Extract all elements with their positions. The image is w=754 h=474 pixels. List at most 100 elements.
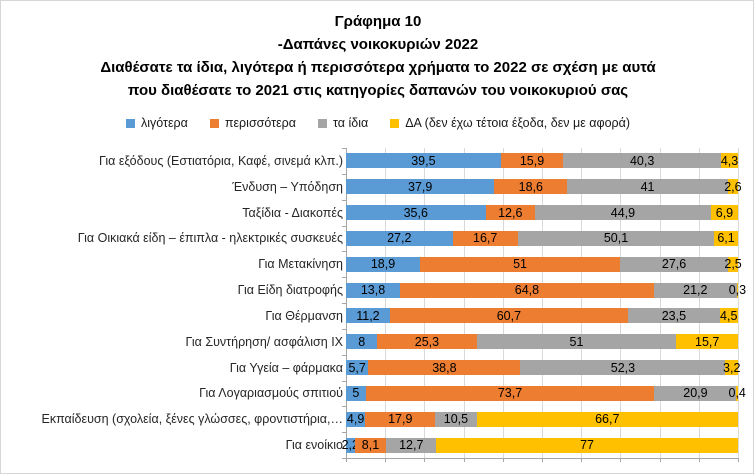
- category-axis-tick: [342, 354, 346, 356]
- category-axis-tick: [342, 458, 346, 459]
- bar-segment: 23,5: [627, 308, 720, 324]
- plot-area: 39,5 15,9 40,3 4,3 37,9 18,6 41 2,6 35,6 12,6 44,9…: [342, 148, 746, 462]
- bar-segment: 50,1: [517, 230, 715, 246]
- bar-segment: 60,7: [389, 308, 628, 324]
- stacked-bar: 11,2 60,7 23,5 4,5: [346, 308, 738, 324]
- bar-segment: 2,5: [724, 256, 742, 272]
- bar-value-label: 25,3: [414, 334, 440, 349]
- stacked-bar: 4,9 17,9 10,5 66,7: [346, 411, 738, 427]
- bar-value-label: 20,9: [683, 386, 708, 401]
- bar-value-label: 6,9: [715, 205, 734, 220]
- bar-value-label: 21,2: [683, 282, 708, 297]
- legend-item: περισσότερα: [209, 116, 296, 130]
- bar-row: 27,2 16,7 50,1 6,1: [346, 226, 738, 252]
- bar-value-label: 13,8: [360, 282, 386, 297]
- bar-segment: 12,7: [386, 437, 437, 453]
- bar-segment: 13,8: [346, 282, 401, 298]
- value-axis-tick: [502, 458, 504, 462]
- bar-value-label: 27,6: [661, 256, 687, 271]
- bar-value-label: 18,9: [370, 256, 396, 271]
- bar-segment: 77: [436, 437, 738, 453]
- bar-value-label: 39,5: [411, 153, 436, 168]
- bar-segment: 39,5: [346, 153, 501, 169]
- gridline: [542, 148, 543, 458]
- category-axis-tick: [342, 251, 346, 253]
- bar-segment: 51: [476, 334, 677, 350]
- bar-segment: 15,9: [500, 153, 564, 169]
- bar-value-label: 5,7: [348, 360, 366, 375]
- category-axis-tick: [342, 277, 346, 279]
- category-label: Ένδυση – Υπόδηση: [232, 179, 343, 194]
- bar-value-label: 66,7: [595, 411, 620, 426]
- stacked-bar: 37,9 18,6 41 2,6: [346, 179, 742, 195]
- bar-segment: 27,2: [346, 230, 453, 246]
- legend-item: τα ίδια: [318, 116, 368, 130]
- gridline: [463, 148, 465, 458]
- bar-value-label: 2,5: [724, 256, 742, 271]
- bar-value-label: 23,5: [661, 308, 687, 323]
- bar-value-label: 3,2: [723, 360, 741, 375]
- bar-value-label: 18,6: [518, 179, 544, 194]
- value-axis-tick: [620, 458, 622, 462]
- stacked-bar: 2,2 8,1 12,7 77: [342, 437, 738, 453]
- chart-title-line-1: Γράφημα 10: [334, 13, 422, 30]
- bar-segment: 5: [346, 385, 366, 401]
- bar-segment: 6,9: [710, 205, 738, 221]
- category-label: Εκπαίδευση (σχολεία, ξένες γλώσσες, φρον…: [41, 412, 344, 427]
- bar-row: 5 73,7 20,9 0,4: [346, 381, 746, 407]
- value-axis-tick: [424, 458, 426, 462]
- legend-swatch: [390, 118, 400, 128]
- gridline: [698, 148, 700, 458]
- bar-segment: 66,7: [476, 411, 738, 427]
- category-label: Για Συντήρηση/ ασφάλιση ΙΧ: [185, 334, 343, 349]
- stacked-bar: 13,8 64,8 21,2 0,3: [346, 282, 746, 298]
- bar-value-label: 40,3: [629, 153, 655, 168]
- category-axis-line: [346, 148, 347, 458]
- category-axis-tick: [342, 328, 346, 330]
- category-label: Ταξίδια - Διακοπές: [242, 205, 343, 220]
- bar-segment: 21,2: [653, 282, 737, 298]
- bar-segment: 5,7: [346, 360, 369, 376]
- bar-value-label: 44,9: [610, 205, 636, 220]
- bar-value-label: 5: [352, 386, 360, 401]
- category-label: Για ενοίκιο: [285, 438, 343, 453]
- bar-row: 5,7 38,8 52,3 3,2: [346, 355, 741, 381]
- bar-row: 2,2 8,1 12,7 77: [342, 432, 738, 458]
- bar-value-label: 60,7: [496, 308, 522, 323]
- bar-value-label: 6,1: [717, 231, 735, 246]
- bar-value-label: 64,8: [514, 282, 540, 297]
- value-axis-tick: [346, 458, 347, 462]
- category-axis: Για εξόδους (Εστιατόρια, Καφέ, σινεμά κλ…: [5, 148, 344, 458]
- chart-legend: λιγότερα περισσότερα τα ίδια ΔΑ (δεν έχω τέ…: [1, 116, 754, 130]
- category-label: Για Λογαριασμούς σπιτιού: [199, 386, 343, 401]
- value-axis-tick: [581, 458, 583, 462]
- legend-label: τα ίδια: [333, 116, 369, 130]
- gridline: [620, 148, 622, 458]
- bar-row: 4,9 17,9 10,5 66,7: [346, 406, 738, 432]
- bar-value-label: 4,9: [346, 411, 365, 426]
- bar-value-label: 27,2: [387, 231, 412, 246]
- bar-segment: 11,2: [346, 308, 390, 324]
- category-axis-tick: [342, 303, 346, 304]
- bar-segment: 8: [346, 334, 378, 350]
- bar-segment: 44,9: [534, 205, 711, 221]
- bar-value-label: 52,3: [610, 360, 636, 375]
- value-axis-tick: [463, 458, 465, 462]
- bar-row: 18,9 51 27,6 2,5: [346, 251, 742, 277]
- legend-item: ΔΑ (δεν έχω τέτοια έξοδα, δεν με αφορά): [390, 116, 630, 130]
- bar-row: 11,2 60,7 23,5 4,5: [346, 303, 738, 329]
- category-axis-tick: [342, 173, 346, 175]
- bar-value-label: 51: [569, 334, 584, 349]
- bar-value-label: 8,1: [361, 437, 380, 452]
- gridline: [581, 148, 583, 458]
- category-axis-tick: [342, 406, 346, 408]
- category-axis-tick: [342, 432, 346, 434]
- category-label: Για Οικιακά είδη – έπιπλα - ηλεκτρικές σ…: [77, 231, 343, 246]
- gridline: [385, 148, 387, 458]
- category-axis-tick: [342, 380, 346, 382]
- bar-row: 39,5 15,9 40,3 4,3: [346, 148, 738, 174]
- bar-segment: 2,6: [724, 179, 742, 195]
- legend-label: περισσότερα: [224, 116, 296, 130]
- bar-segment: 64,8: [400, 282, 654, 298]
- gridline: [424, 148, 426, 458]
